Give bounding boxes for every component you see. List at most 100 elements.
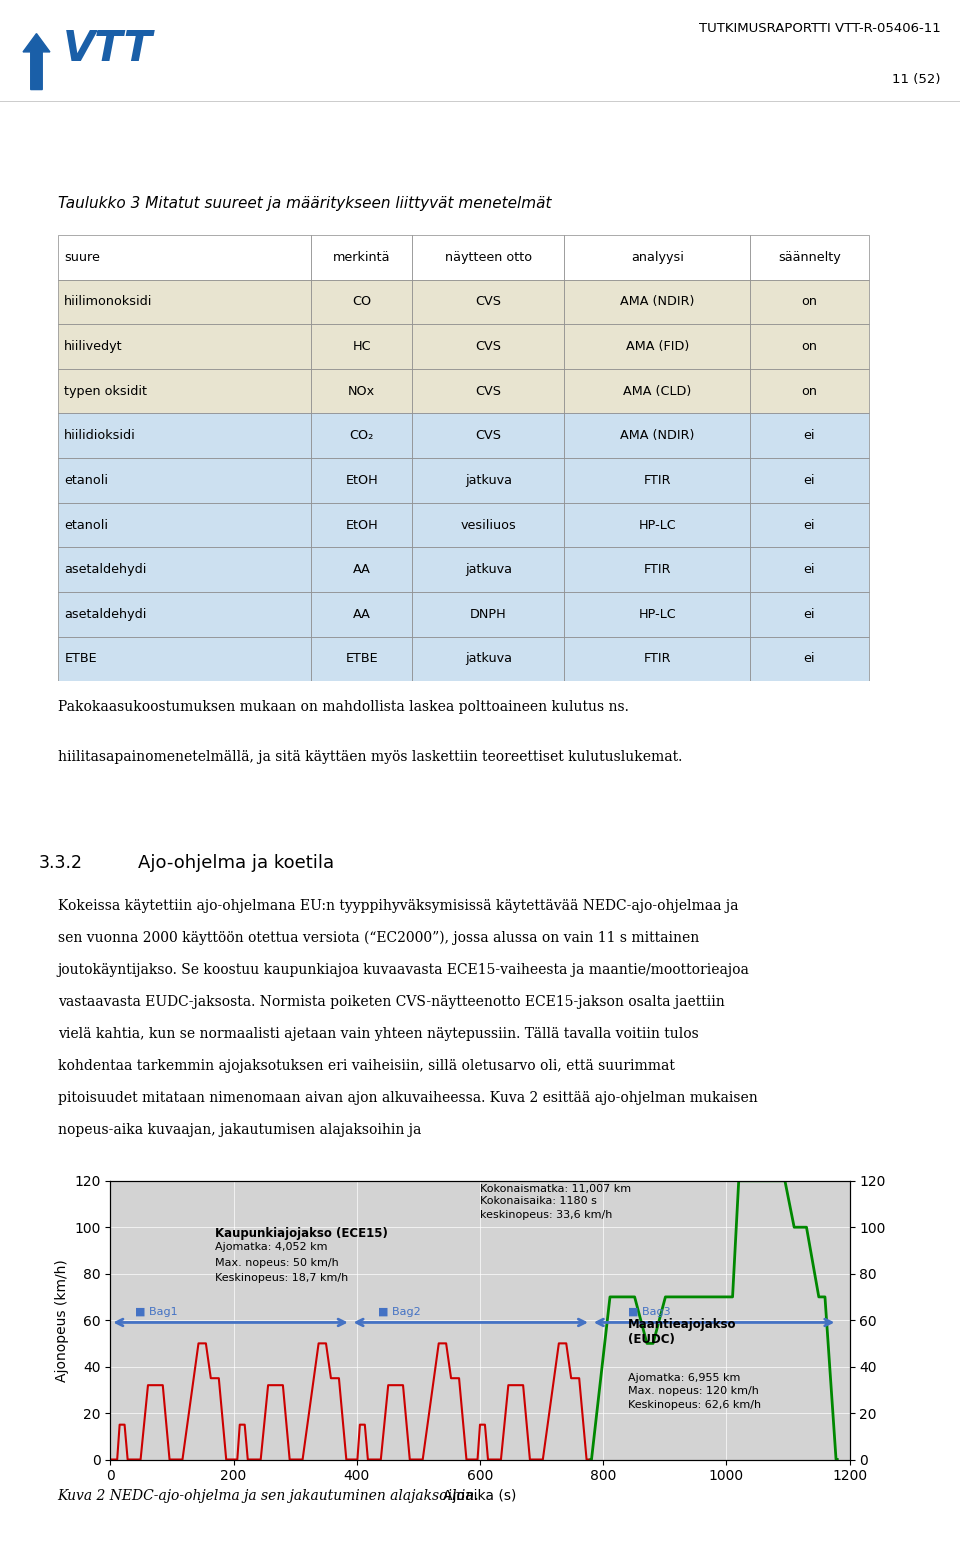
Bar bbox=[311, 548, 413, 592]
Bar bbox=[58, 235, 311, 280]
Text: AMA (FID): AMA (FID) bbox=[626, 340, 689, 352]
Bar bbox=[751, 636, 869, 681]
Bar bbox=[564, 235, 751, 280]
Text: HC: HC bbox=[352, 340, 372, 352]
Text: FTIR: FTIR bbox=[643, 564, 671, 576]
Text: ei: ei bbox=[804, 653, 815, 666]
Bar bbox=[751, 548, 869, 592]
Bar bbox=[413, 235, 564, 280]
Text: vielä kahtia, kun se normaalisti ajetaan vain yhteen näytepussiin. Tällä tavalla: vielä kahtia, kun se normaalisti ajetaan… bbox=[58, 1027, 698, 1041]
Text: on: on bbox=[802, 340, 818, 352]
Text: DNPH: DNPH bbox=[470, 608, 507, 620]
Text: suure: suure bbox=[64, 251, 100, 263]
Bar bbox=[58, 413, 311, 459]
Text: ■ Bag1: ■ Bag1 bbox=[135, 1308, 178, 1317]
Bar bbox=[751, 503, 869, 548]
Text: vastaavasta EUDC-jaksosta. Normista poiketen CVS-näytteenotto ECE15-jakson osalt: vastaavasta EUDC-jaksosta. Normista poik… bbox=[58, 994, 725, 1009]
Text: hiilivedyt: hiilivedyt bbox=[64, 340, 123, 352]
Bar bbox=[564, 280, 751, 324]
Text: ETBE: ETBE bbox=[346, 653, 378, 666]
Text: NOx: NOx bbox=[348, 385, 375, 398]
Bar bbox=[564, 370, 751, 413]
Bar bbox=[751, 413, 869, 459]
Bar bbox=[564, 459, 751, 503]
Bar bbox=[413, 503, 564, 548]
Text: Ajomatka: 4,052 km: Ajomatka: 4,052 km bbox=[215, 1242, 327, 1253]
Text: joutokäyntijakso. Se koostuu kaupunkiajoa kuvaavasta ECE15-vaiheesta ja maantie/: joutokäyntijakso. Se koostuu kaupunkiajo… bbox=[58, 963, 750, 977]
Text: vesiliuos: vesiliuos bbox=[461, 518, 516, 531]
Text: on: on bbox=[802, 385, 818, 398]
Bar bbox=[311, 413, 413, 459]
Bar bbox=[751, 592, 869, 636]
Text: Ajo-ohjelma ja koetila: Ajo-ohjelma ja koetila bbox=[138, 853, 334, 872]
Bar bbox=[58, 503, 311, 548]
Bar bbox=[413, 548, 564, 592]
Text: hiilimonoksidi: hiilimonoksidi bbox=[64, 296, 153, 309]
Text: sen vuonna 2000 käyttöön otettua versiota (“EC2000”), jossa alussa on vain 11 s : sen vuonna 2000 käyttöön otettua versiot… bbox=[58, 930, 699, 946]
Bar bbox=[58, 592, 311, 636]
Text: EtOH: EtOH bbox=[346, 518, 378, 531]
Bar bbox=[564, 503, 751, 548]
Text: ETBE: ETBE bbox=[64, 653, 97, 666]
Bar bbox=[413, 636, 564, 681]
Bar bbox=[58, 324, 311, 370]
Bar bbox=[311, 370, 413, 413]
Text: Kokonaismatka: 11,007 km: Kokonaismatka: 11,007 km bbox=[480, 1184, 631, 1195]
Text: Keskinopeus: 18,7 km/h: Keskinopeus: 18,7 km/h bbox=[215, 1273, 348, 1283]
Bar bbox=[311, 503, 413, 548]
Text: Pakokaasukoostumuksen mukaan on mahdollista laskea polttoaineen kulutus ns.: Pakokaasukoostumuksen mukaan on mahdolli… bbox=[58, 700, 629, 714]
Text: AMA (CLD): AMA (CLD) bbox=[623, 385, 691, 398]
Text: säännelty: säännelty bbox=[779, 251, 841, 263]
Bar bbox=[58, 548, 311, 592]
Text: AA: AA bbox=[352, 608, 371, 620]
Text: hiilidioksidi: hiilidioksidi bbox=[64, 429, 136, 442]
Bar bbox=[311, 235, 413, 280]
Bar bbox=[564, 636, 751, 681]
Text: HP-LC: HP-LC bbox=[638, 608, 676, 620]
Bar bbox=[751, 370, 869, 413]
Bar bbox=[564, 324, 751, 370]
Text: kohdentaa tarkemmin ajojaksotuksen eri vaiheisiin, sillä oletusarvo oli, että su: kohdentaa tarkemmin ajojaksotuksen eri v… bbox=[58, 1059, 675, 1073]
Bar bbox=[311, 324, 413, 370]
Text: 3.3.2: 3.3.2 bbox=[38, 853, 83, 872]
Text: HP-LC: HP-LC bbox=[638, 518, 676, 531]
Text: etanoli: etanoli bbox=[64, 474, 108, 487]
Bar bbox=[413, 413, 564, 459]
Text: CVS: CVS bbox=[475, 429, 501, 442]
Text: AA: AA bbox=[352, 564, 371, 576]
Text: CO: CO bbox=[352, 296, 372, 309]
Text: ei: ei bbox=[804, 429, 815, 442]
Bar bbox=[751, 324, 869, 370]
Bar bbox=[311, 280, 413, 324]
Text: VTT: VTT bbox=[62, 28, 153, 70]
FancyArrow shape bbox=[23, 33, 50, 89]
Bar bbox=[413, 370, 564, 413]
Bar bbox=[751, 459, 869, 503]
Text: merkintä: merkintä bbox=[333, 251, 391, 263]
Y-axis label: Ajonopeus (km/h): Ajonopeus (km/h) bbox=[55, 1259, 69, 1381]
Bar bbox=[58, 459, 311, 503]
Text: Max. nopeus: 120 km/h: Max. nopeus: 120 km/h bbox=[628, 1386, 758, 1397]
Bar bbox=[413, 592, 564, 636]
Text: jatkuva: jatkuva bbox=[465, 653, 512, 666]
Text: Keskinopeus: 62,6 km/h: Keskinopeus: 62,6 km/h bbox=[628, 1400, 761, 1411]
Bar bbox=[751, 280, 869, 324]
Text: keskinopeus: 33,6 km/h: keskinopeus: 33,6 km/h bbox=[480, 1211, 612, 1220]
Text: Kokonaisaika: 1180 s: Kokonaisaika: 1180 s bbox=[480, 1196, 597, 1206]
Text: CVS: CVS bbox=[475, 340, 501, 352]
Text: näytteen otto: näytteen otto bbox=[444, 251, 532, 263]
Bar bbox=[564, 413, 751, 459]
Bar bbox=[311, 592, 413, 636]
Text: jatkuva: jatkuva bbox=[465, 474, 512, 487]
X-axis label: Ajoaika (s): Ajoaika (s) bbox=[444, 1489, 516, 1503]
Text: typen oksidit: typen oksidit bbox=[64, 385, 147, 398]
Text: Kuva 2 NEDC-ajo-ohjelma ja sen jakautuminen alajaksoihin.: Kuva 2 NEDC-ajo-ohjelma ja sen jakautumi… bbox=[58, 1489, 479, 1502]
Bar bbox=[58, 370, 311, 413]
Text: analyysi: analyysi bbox=[631, 251, 684, 263]
Text: Taulukko 3 Mitatut suureet ja määritykseen liittyvät menetelmät: Taulukko 3 Mitatut suureet ja määritykse… bbox=[58, 196, 551, 211]
Text: FTIR: FTIR bbox=[643, 474, 671, 487]
Text: jatkuva: jatkuva bbox=[465, 564, 512, 576]
Bar bbox=[413, 324, 564, 370]
Text: TUTKIMUSRAPORTTI VTT-R-05406-11: TUTKIMUSRAPORTTI VTT-R-05406-11 bbox=[699, 22, 941, 34]
Text: ■ Bag2: ■ Bag2 bbox=[378, 1308, 421, 1317]
